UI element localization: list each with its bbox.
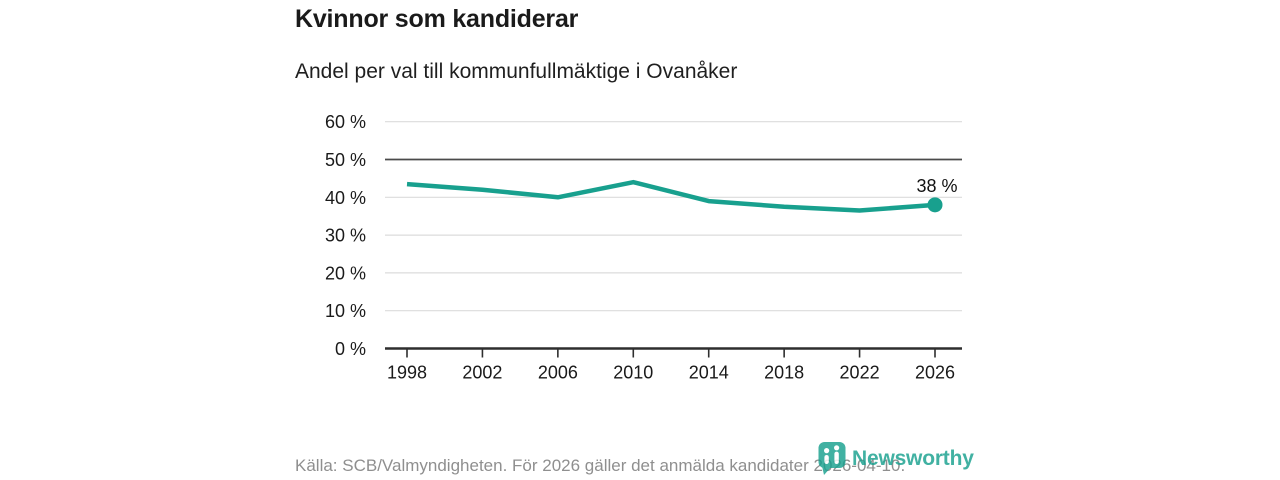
newsworthy-logo-icon [818, 442, 846, 475]
y-tick-label: 50 % [325, 150, 366, 170]
end-point-marker [927, 197, 943, 213]
y-tick-label: 10 % [325, 301, 366, 321]
newsworthy-logo-text: Newsworthy [852, 447, 974, 470]
y-tick-label: 30 % [325, 226, 366, 246]
x-tick-label: 2010 [613, 363, 653, 383]
y-tick-label: 60 % [325, 112, 366, 132]
y-tick-label: 0 % [335, 339, 366, 359]
y-tick-label: 40 % [325, 188, 366, 208]
data-line [406, 179, 936, 213]
x-tick-label: 1998 [387, 363, 427, 383]
y-tick-label: 20 % [325, 263, 366, 283]
chart-title: Kvinnor som kandiderar [295, 5, 579, 33]
source-note: Källa: SCB/Valmyndigheten. För 2026 gäll… [295, 456, 906, 475]
x-tick-label: 2006 [538, 363, 578, 383]
x-tick-label: 2022 [840, 363, 880, 383]
x-tick-label: 2026 [915, 363, 955, 383]
x-tick-label: 2014 [689, 363, 729, 383]
x-tick-label: 2018 [764, 363, 804, 383]
end-value-label: 38 % [916, 176, 957, 196]
x-tick-label: 2002 [462, 363, 502, 383]
chart-subtitle: Andel per val till kommunfullmäktige i O… [295, 60, 738, 83]
newsworthy-logo: Newsworthy [818, 441, 974, 476]
